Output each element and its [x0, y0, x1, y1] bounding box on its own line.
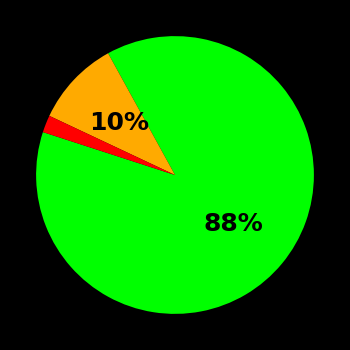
Wedge shape	[49, 53, 175, 175]
Wedge shape	[36, 36, 314, 314]
Text: 88%: 88%	[204, 212, 264, 236]
Wedge shape	[43, 116, 175, 175]
Text: 10%: 10%	[89, 111, 149, 135]
